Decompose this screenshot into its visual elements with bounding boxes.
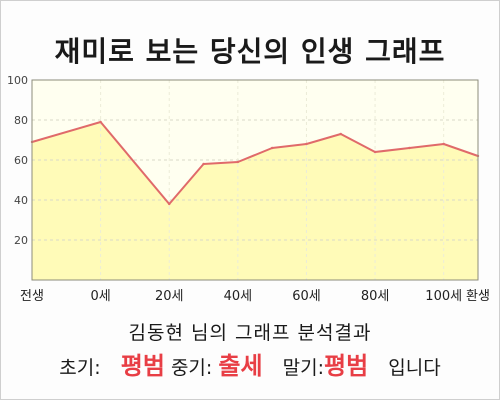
late-value: 평범 [324, 352, 369, 380]
x-tick-label: 0세 [90, 289, 110, 304]
data-point [270, 146, 274, 150]
y-tick-label: 40 [14, 194, 28, 207]
analysis-result: 초기: 평범 중기: 출세 말기:평범 입니다 [0, 346, 500, 381]
x-tick-label: 환생 [466, 289, 490, 304]
mid-label: 중기: [170, 357, 213, 379]
y-tick-label: 80 [14, 114, 28, 127]
plot-border [31, 79, 479, 281]
x-tick-label: 100세 [425, 289, 462, 304]
x-tick-label: 20세 [155, 289, 184, 304]
data-point [99, 120, 102, 124]
data-point [168, 202, 171, 206]
y-tick-label: 20 [14, 234, 28, 247]
x-tick-label: 80세 [361, 289, 390, 304]
x-tick-label: 60세 [292, 289, 321, 304]
mid-value: 출세 [218, 352, 263, 380]
data-point [408, 146, 411, 150]
data-point [236, 160, 240, 164]
early-value: 평범 [120, 352, 165, 380]
y-tick-label: 100 [7, 74, 28, 87]
area-fill [32, 122, 478, 280]
data-point [202, 162, 205, 166]
data-point [373, 150, 377, 154]
late-label: 말기: [282, 357, 325, 379]
data-point [305, 142, 308, 146]
data-point [339, 132, 342, 136]
x-tick-label: 40세 [224, 289, 253, 304]
early-label: 초기: [59, 357, 101, 379]
y-tick-label: 60 [14, 154, 28, 167]
analysis-subtitle: 김동현 님의 그래프 분석결과 [128, 322, 372, 344]
x-tick-label: 전생 [20, 289, 44, 304]
life-line [31, 121, 479, 205]
result-suffix: 입니다 [388, 357, 441, 379]
chart-title: 재미로 보는 당신의 인생 그래프 [54, 35, 446, 68]
data-point [442, 142, 445, 146]
